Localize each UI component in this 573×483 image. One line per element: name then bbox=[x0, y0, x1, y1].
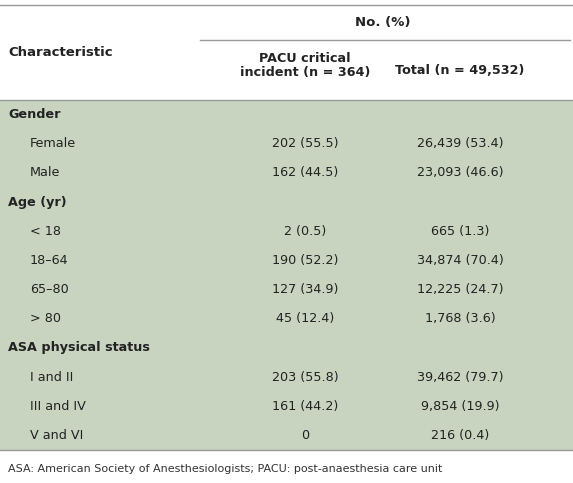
Text: 0: 0 bbox=[301, 429, 309, 442]
Text: 161 (44.2): 161 (44.2) bbox=[272, 400, 338, 413]
Bar bbox=[0, 100, 573, 450]
Text: 65–80: 65–80 bbox=[30, 283, 69, 296]
Text: Female: Female bbox=[30, 137, 76, 150]
Text: Age (yr): Age (yr) bbox=[8, 196, 66, 209]
Text: 39,462 (79.7): 39,462 (79.7) bbox=[417, 370, 503, 384]
Text: Male: Male bbox=[30, 167, 60, 179]
Text: 23,093 (46.6): 23,093 (46.6) bbox=[417, 167, 503, 179]
Text: Total (n = 49,532): Total (n = 49,532) bbox=[395, 63, 525, 76]
Bar bbox=[0, 5, 573, 100]
Text: 665 (1.3): 665 (1.3) bbox=[431, 225, 489, 238]
Text: V and VI: V and VI bbox=[30, 429, 84, 442]
Text: 190 (52.2): 190 (52.2) bbox=[272, 254, 338, 267]
Text: 45 (12.4): 45 (12.4) bbox=[276, 312, 334, 325]
Text: PACU critical: PACU critical bbox=[259, 52, 351, 65]
Text: 202 (55.5): 202 (55.5) bbox=[272, 137, 338, 150]
Text: incident (n = 364): incident (n = 364) bbox=[240, 66, 370, 79]
Text: 9,854 (19.9): 9,854 (19.9) bbox=[421, 400, 499, 413]
Text: 12,225 (24.7): 12,225 (24.7) bbox=[417, 283, 503, 296]
Text: 162 (44.5): 162 (44.5) bbox=[272, 167, 338, 179]
Text: ASA: American Society of Anesthesiologists; PACU: post-anaesthesia care unit: ASA: American Society of Anesthesiologis… bbox=[8, 464, 442, 474]
Text: 203 (55.8): 203 (55.8) bbox=[272, 370, 338, 384]
Text: 1,768 (3.6): 1,768 (3.6) bbox=[425, 312, 495, 325]
Text: Characteristic: Characteristic bbox=[8, 46, 113, 59]
Text: No. (%): No. (%) bbox=[355, 16, 410, 29]
Text: 18–64: 18–64 bbox=[30, 254, 69, 267]
Text: 127 (34.9): 127 (34.9) bbox=[272, 283, 338, 296]
Text: ASA physical status: ASA physical status bbox=[8, 341, 150, 355]
Text: > 80: > 80 bbox=[30, 312, 61, 325]
Text: 2 (0.5): 2 (0.5) bbox=[284, 225, 326, 238]
Text: Gender: Gender bbox=[8, 108, 61, 121]
Text: 216 (0.4): 216 (0.4) bbox=[431, 429, 489, 442]
Text: 34,874 (70.4): 34,874 (70.4) bbox=[417, 254, 503, 267]
Text: III and IV: III and IV bbox=[30, 400, 86, 413]
Text: I and II: I and II bbox=[30, 370, 73, 384]
Text: 26,439 (53.4): 26,439 (53.4) bbox=[417, 137, 503, 150]
Text: < 18: < 18 bbox=[30, 225, 61, 238]
